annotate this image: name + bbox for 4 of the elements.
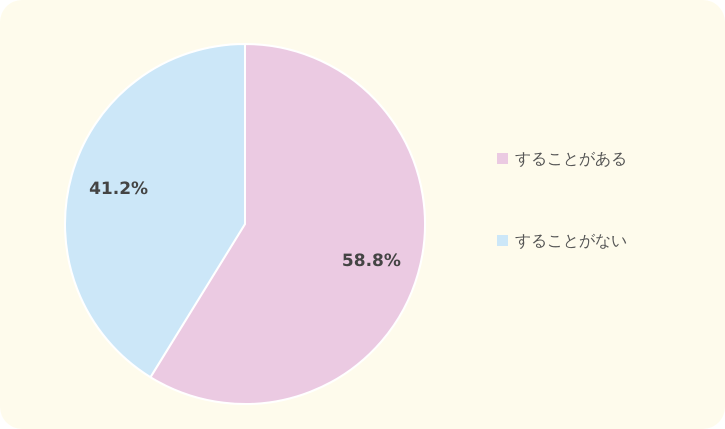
data-label: 41.2%	[89, 179, 148, 200]
data-label: 58.8%	[342, 250, 401, 271]
legend-label: することがない	[515, 231, 627, 250]
legend-label: することがある	[515, 149, 627, 168]
